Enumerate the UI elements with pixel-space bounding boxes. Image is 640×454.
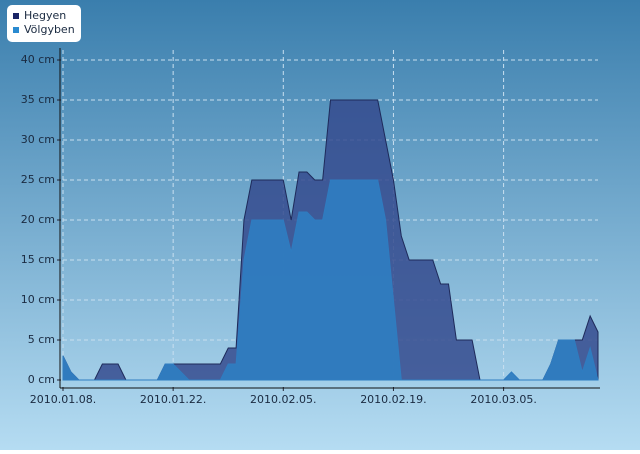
- x-tick-label: 2010.02.19.: [360, 393, 426, 406]
- x-tick-label: 2010.02.05.: [250, 393, 316, 406]
- x-tick-label: 2010.01.08.: [30, 393, 96, 406]
- y-tick-label: 15 cm: [21, 253, 55, 266]
- y-tick-label: 25 cm: [21, 173, 55, 186]
- y-tick-label: 40 cm: [21, 53, 55, 66]
- x-tick-label: 2010.03.05.: [470, 393, 536, 406]
- y-tick-label: 10 cm: [21, 293, 55, 306]
- legend-swatch: [13, 27, 19, 33]
- legend-swatch: [13, 13, 19, 19]
- legend-box: [7, 5, 81, 42]
- y-tick-label: 35 cm: [21, 93, 55, 106]
- y-tick-label: 30 cm: [21, 133, 55, 146]
- legend-label: Hegyen: [24, 9, 66, 22]
- legend-label: Völgyben: [24, 23, 75, 36]
- x-tick-label: 2010.01.22.: [140, 393, 206, 406]
- area: [62, 179, 599, 381]
- y-tick-label: 0 cm: [28, 373, 55, 386]
- y-tick-label: 20 cm: [21, 213, 55, 226]
- y-tick-label: 5 cm: [28, 333, 55, 346]
